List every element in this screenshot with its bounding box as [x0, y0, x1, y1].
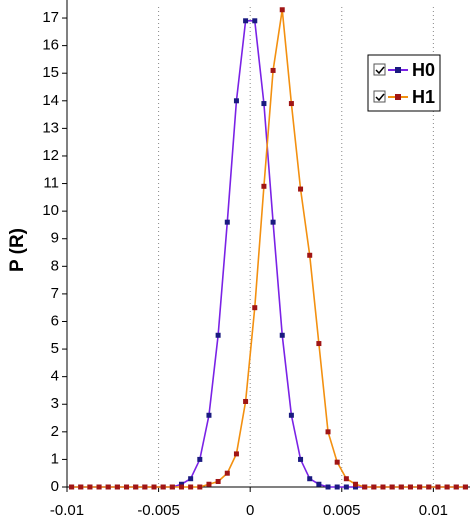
y-tick-label: 10	[42, 202, 59, 219]
data-point	[142, 484, 148, 490]
x-tick-label: 0.01	[419, 502, 448, 519]
y-tick-label: 5	[51, 340, 59, 357]
data-point	[206, 412, 212, 418]
data-point	[435, 484, 441, 490]
data-point	[178, 484, 184, 490]
data-point	[279, 332, 285, 338]
data-point	[307, 252, 313, 258]
data-point	[288, 101, 294, 107]
data-point	[353, 484, 359, 490]
y-tick-label: 15	[42, 64, 59, 81]
data-point	[270, 219, 276, 225]
y-tick-label: 16	[42, 37, 59, 54]
data-point	[233, 451, 239, 457]
y-tick-label: 14	[42, 92, 59, 109]
y-tick-label: 13	[42, 119, 59, 136]
data-point	[444, 484, 450, 490]
x-tick-label: -0.005	[137, 502, 180, 519]
data-point	[325, 484, 331, 490]
data-point	[197, 456, 203, 462]
y-tick-label: 8	[51, 257, 59, 274]
data-point	[206, 481, 212, 487]
x-tick-label: 0.005	[323, 502, 361, 519]
data-point	[215, 478, 221, 484]
y-tick-label: 17	[42, 9, 59, 26]
y-tick-label: 1	[51, 450, 59, 467]
data-point	[215, 332, 221, 338]
data-point	[87, 484, 93, 490]
y-tick-label: 11	[43, 175, 59, 192]
legend-label: H1	[412, 87, 435, 107]
legend-checkbox	[373, 90, 386, 103]
data-point	[380, 484, 386, 490]
data-point	[398, 484, 404, 490]
data-point	[233, 98, 239, 104]
data-point	[389, 484, 395, 490]
data-point	[188, 476, 194, 482]
data-point	[298, 186, 304, 192]
data-point	[288, 412, 294, 418]
data-point	[252, 18, 258, 24]
data-point	[316, 481, 322, 487]
legend-check	[375, 66, 385, 75]
y-tick-label: 4	[51, 368, 59, 385]
data-point	[462, 484, 468, 490]
data-point	[78, 484, 84, 490]
legend-checkbox	[373, 63, 386, 76]
data-point	[407, 484, 413, 490]
data-point	[343, 476, 349, 482]
data-point	[270, 67, 276, 73]
data-point	[307, 476, 313, 482]
y-tick-label: 0	[51, 478, 59, 495]
data-point	[160, 484, 166, 490]
y-tick-label: 2	[51, 423, 59, 440]
data-point	[69, 484, 75, 490]
data-point	[426, 484, 432, 490]
data-point	[243, 18, 249, 24]
data-point	[261, 183, 267, 189]
legend-marker	[395, 94, 401, 100]
data-point	[453, 484, 459, 490]
data-point	[261, 101, 267, 107]
x-tick-label: 0	[246, 502, 254, 519]
data-point	[279, 7, 285, 13]
data-point	[316, 341, 322, 347]
data-point	[151, 484, 157, 490]
data-point	[334, 459, 340, 465]
y-tick-label: 9	[51, 230, 59, 247]
data-point	[169, 484, 175, 490]
y-axis-label: P (R)	[7, 228, 28, 272]
x-tick-label: -0.01	[50, 502, 84, 519]
y-tick-label: 7	[51, 285, 59, 302]
data-point	[343, 484, 349, 490]
data-point	[96, 484, 102, 490]
data-point	[334, 484, 340, 490]
data-point	[178, 481, 184, 487]
legend-label: H0	[412, 60, 435, 80]
legend-check	[375, 93, 385, 102]
data-point	[353, 481, 359, 487]
data-point	[252, 305, 258, 311]
data-point	[133, 484, 139, 490]
data-point	[105, 484, 111, 490]
data-point	[114, 484, 120, 490]
data-point	[188, 484, 194, 490]
y-tick-label: 3	[51, 395, 59, 412]
data-point	[371, 484, 377, 490]
data-point	[197, 484, 203, 490]
y-tick-label: 6	[51, 312, 59, 329]
data-point	[124, 484, 130, 490]
data-point	[298, 456, 304, 462]
data-point	[362, 484, 368, 490]
y-tick-label: 12	[42, 147, 59, 164]
data-point	[224, 219, 230, 225]
data-point	[325, 429, 331, 435]
data-point	[224, 470, 230, 476]
data-point	[417, 484, 423, 490]
legend-marker	[395, 67, 401, 73]
data-point	[243, 398, 249, 404]
